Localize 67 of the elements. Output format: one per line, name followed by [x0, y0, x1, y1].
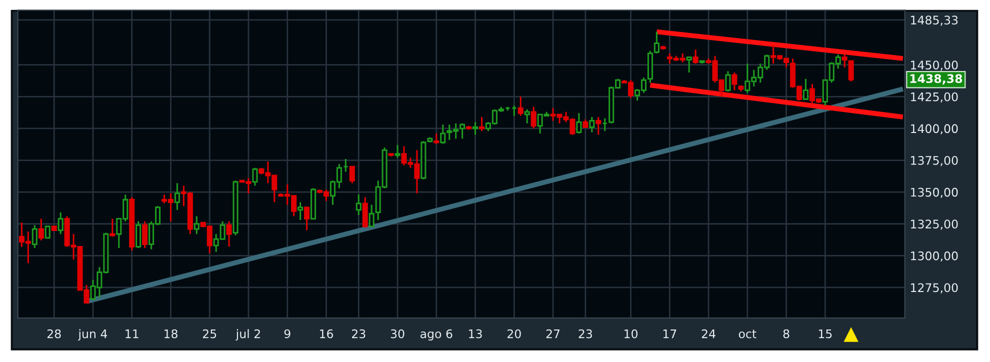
candlestick [38, 218, 44, 242]
candlestick [58, 212, 64, 235]
y-tick-label: 1400,00 [911, 124, 958, 134]
candlestick [440, 124, 446, 144]
candlestick [44, 226, 50, 239]
candlestick [136, 220, 142, 249]
candlestick [478, 116, 485, 132]
x-tick-label: 30 [390, 329, 404, 338]
x-tick-label: 20 [508, 329, 521, 338]
candlestick [194, 215, 200, 235]
x-tick-label: 28 [47, 329, 61, 338]
y-tick-label: 1375,00 [911, 156, 958, 166]
y-tick-label: 1275,00 [911, 283, 958, 294]
candlestick [298, 201, 304, 221]
y-tick-label: 1300,00 [911, 251, 958, 262]
y-tick-label: 1450,00 [911, 60, 958, 71]
candlestick [110, 218, 116, 238]
candlestick [732, 72, 738, 92]
candlestick [524, 108, 530, 124]
candlestick [252, 167, 258, 186]
candlestick [530, 106, 536, 130]
candlestick [368, 204, 374, 228]
candlestick [802, 78, 808, 100]
candlestick [472, 121, 478, 136]
x-tick-label: 16 [320, 329, 334, 338]
candlestick [842, 54, 848, 68]
candlestick [725, 70, 731, 92]
y-tick-label: 1350,00 [911, 188, 958, 198]
y-tick-label: 1425,00 [911, 92, 958, 103]
candlestick [349, 166, 355, 184]
candlestick [394, 144, 400, 158]
candlestick [589, 116, 595, 134]
candlestick [226, 220, 232, 248]
y-tick-label: 1325,00 [911, 220, 958, 230]
candlestick [576, 112, 582, 134]
candlestick [518, 96, 524, 116]
x-tick-label: 23 [578, 329, 592, 338]
x-tick-label: 11 [126, 329, 138, 338]
x-tick-label: 18 [164, 329, 178, 338]
x-tick-label: jul 2 [236, 329, 260, 341]
x-tick-label: 24 [702, 329, 716, 338]
x-tick-label: oct [738, 330, 756, 338]
x-tick-label: 10 [624, 329, 638, 338]
text: 1438,38 [910, 74, 962, 85]
candlestick [142, 220, 148, 249]
candlestick [692, 48, 698, 64]
x-tick-label: 27 [546, 329, 560, 338]
x-tick-label: 13 [469, 329, 482, 338]
candlestick [304, 206, 310, 231]
x-tick-label: 17 [663, 329, 676, 338]
candlestick [356, 194, 362, 216]
candlestick [686, 56, 692, 74]
x-tick-label: 23 [352, 329, 366, 338]
candlestick [596, 116, 602, 136]
x-tick-label: ago 6 [420, 329, 452, 341]
x-tick-label: 25 [202, 329, 216, 338]
candlestick [32, 224, 38, 249]
x-tick-label: jun 4 [78, 329, 108, 341]
x-tick-label: 15 [818, 329, 832, 338]
candlestick [174, 182, 180, 211]
candlestick [460, 122, 466, 140]
x-tick-label: 8 [783, 329, 790, 338]
x-tick-label: 9 [284, 329, 290, 338]
candlestick [434, 132, 440, 144]
candlestick [848, 60, 854, 82]
candlestick [362, 196, 368, 228]
y-tick-label: 1485,33 [911, 16, 958, 26]
